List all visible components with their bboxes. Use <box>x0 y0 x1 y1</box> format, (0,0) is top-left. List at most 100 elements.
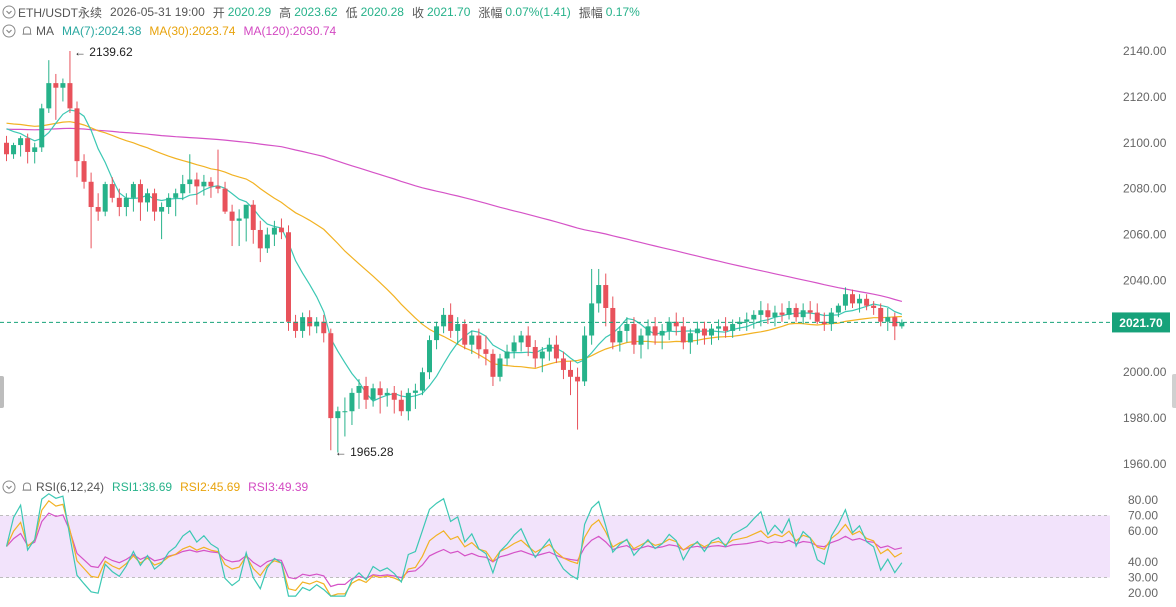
candle <box>575 367 581 430</box>
candle <box>652 317 658 345</box>
candle <box>568 360 573 396</box>
open-label: 开 <box>212 5 225 20</box>
candle <box>497 353 503 382</box>
candle-body <box>293 321 299 331</box>
candle-body <box>88 181 94 208</box>
candle <box>624 317 630 343</box>
candle <box>518 330 524 352</box>
candle <box>398 390 404 416</box>
candle-body <box>356 385 362 393</box>
candle <box>511 335 517 359</box>
candle <box>730 319 736 338</box>
candle <box>737 317 743 331</box>
candle-body <box>631 324 637 345</box>
rsi3-value: RSI3:49.39 <box>248 480 309 494</box>
chevron-down-icon[interactable] <box>0 22 18 40</box>
candle-body <box>504 351 510 359</box>
candle <box>758 301 764 327</box>
candle <box>617 326 623 352</box>
candle-body <box>673 321 679 327</box>
candle-body <box>744 319 750 322</box>
candle-body <box>441 314 447 327</box>
candle-body <box>271 227 277 235</box>
candle <box>694 321 700 345</box>
chevron-down-icon[interactable] <box>0 3 18 21</box>
candle <box>525 326 531 357</box>
candle <box>321 314 327 343</box>
candle-body <box>828 312 834 325</box>
price-tick-label: 2040.00 <box>1123 273 1167 287</box>
candle-body <box>159 207 165 212</box>
candle <box>659 324 665 350</box>
candle <box>194 172 200 205</box>
candle-body <box>257 229 263 249</box>
price-tick-label: 1960.00 <box>1123 457 1167 471</box>
candle-body <box>511 342 517 352</box>
candle <box>159 202 165 240</box>
candle <box>553 335 559 364</box>
candle-body <box>652 326 658 336</box>
bell-icon[interactable] <box>18 478 36 496</box>
candle <box>88 172 94 249</box>
candle <box>229 204 235 247</box>
candle-body <box>286 232 291 322</box>
bell-icon[interactable] <box>18 22 36 40</box>
candle-body <box>250 204 256 230</box>
candle-body <box>215 186 221 189</box>
price-axis: 2140.00 2120.00 2100.00 2080.00 2060.00 2040.… <box>1123 44 1167 471</box>
candle-body <box>434 326 440 341</box>
candle-body <box>370 388 376 400</box>
candle-body <box>596 285 602 304</box>
candle-body <box>772 312 778 318</box>
candle <box>751 310 757 329</box>
candle-body <box>779 312 785 315</box>
candle-body <box>476 335 482 350</box>
candle <box>32 142 38 164</box>
candle-body <box>102 184 108 212</box>
candle-body <box>377 388 383 396</box>
candle <box>899 319 905 329</box>
price-tick-label: 2000.00 <box>1123 365 1167 379</box>
candle-body <box>236 218 242 221</box>
candle-body <box>95 207 101 212</box>
candle-body <box>469 335 475 345</box>
candle-body <box>666 321 672 331</box>
candle <box>46 60 52 113</box>
ohlc-header: ETH/USDT永续 2026-05-31 19:00 开 2020.29 高 … <box>0 3 648 21</box>
candle <box>744 312 750 331</box>
close-value: 2021.70 <box>427 5 471 19</box>
chevron-down-icon[interactable] <box>0 478 18 496</box>
candle-body <box>321 321 327 334</box>
open-value: 2020.29 <box>227 5 272 19</box>
candle <box>427 335 432 380</box>
rsi2-path <box>5 499 903 597</box>
candle <box>638 328 644 359</box>
candle <box>278 218 284 240</box>
candle <box>885 307 891 331</box>
candle <box>723 317 729 338</box>
candle <box>384 388 390 407</box>
candle-body <box>864 298 870 306</box>
candle <box>166 193 172 214</box>
rsi-tick-label: 60.00 <box>1128 524 1158 538</box>
candle-body <box>821 321 827 325</box>
candle <box>370 383 376 407</box>
right-scroll-handle[interactable] <box>1172 374 1176 408</box>
candle <box>363 376 369 409</box>
candle <box>835 303 841 318</box>
candle <box>842 287 848 311</box>
left-scroll-handle[interactable] <box>0 376 4 408</box>
candle-body <box>462 324 468 345</box>
candle <box>631 317 637 354</box>
candle-body <box>39 108 45 148</box>
candle-body <box>208 181 214 187</box>
candle-body <box>525 335 531 347</box>
candle <box>779 303 785 322</box>
last-price-tag <box>1112 312 1170 333</box>
candle <box>39 103 45 152</box>
candle <box>419 367 425 396</box>
candle-body <box>800 310 806 318</box>
candle-body <box>11 145 17 155</box>
candle <box>532 340 538 368</box>
